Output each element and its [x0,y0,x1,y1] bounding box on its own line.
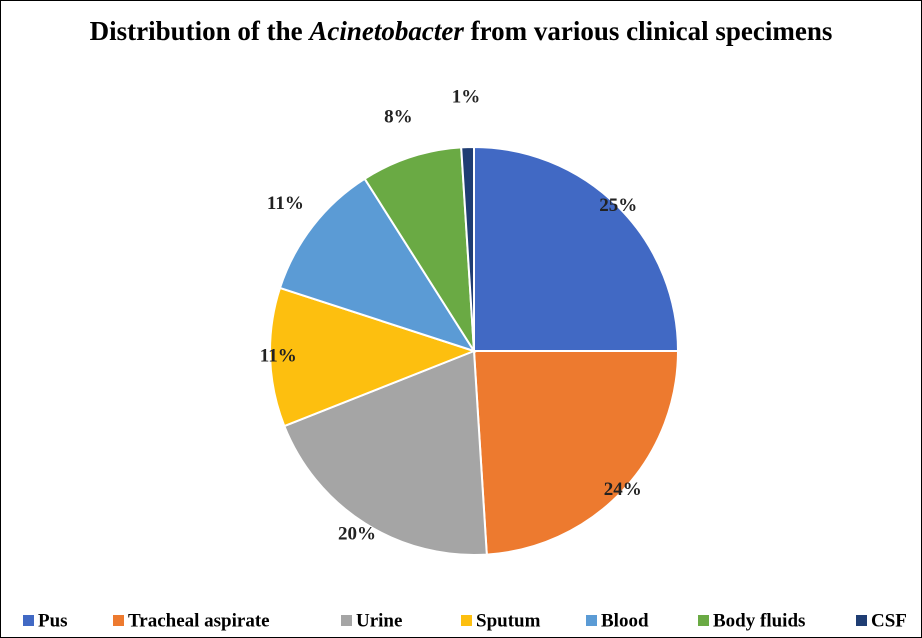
data-label: 11% [260,346,297,367]
legend-label: Pus [38,610,68,631]
title-part: from various clinical specimens [470,16,833,46]
pie-slice [472,350,680,556]
data-label: 24% [604,479,642,500]
legend-swatch [113,615,124,626]
legend-label: Tracheal aspirate [128,610,270,631]
legend-label: CSF [871,610,907,631]
data-label: 1% [452,87,481,108]
legend-swatch [461,615,472,626]
legend-swatch [586,615,597,626]
legend-swatch [23,615,34,626]
data-label: 25% [599,195,637,216]
pie-slice [269,286,477,428]
pie-slice [278,177,477,353]
legend-label: Blood [601,610,649,631]
data-label: 11% [267,193,304,214]
legend-swatch [698,615,709,626]
title-part: Acinetobacter [309,16,464,46]
pie-slice [460,145,475,352]
data-label: 20% [338,524,376,545]
data-label: 8% [384,107,413,128]
chart-title: Distribution of the Acinetobacter from v… [61,16,861,46]
legend-label: Body fluids [713,610,805,631]
legend-label: Sputum [476,610,541,631]
pie-slice [283,349,488,556]
pie-slice [363,146,475,352]
title-part: Distribution of the [89,16,303,46]
legend-swatch [856,615,867,626]
legend-label: Urine [356,610,402,631]
pie-slice [473,145,680,352]
legend-swatch [341,615,352,626]
